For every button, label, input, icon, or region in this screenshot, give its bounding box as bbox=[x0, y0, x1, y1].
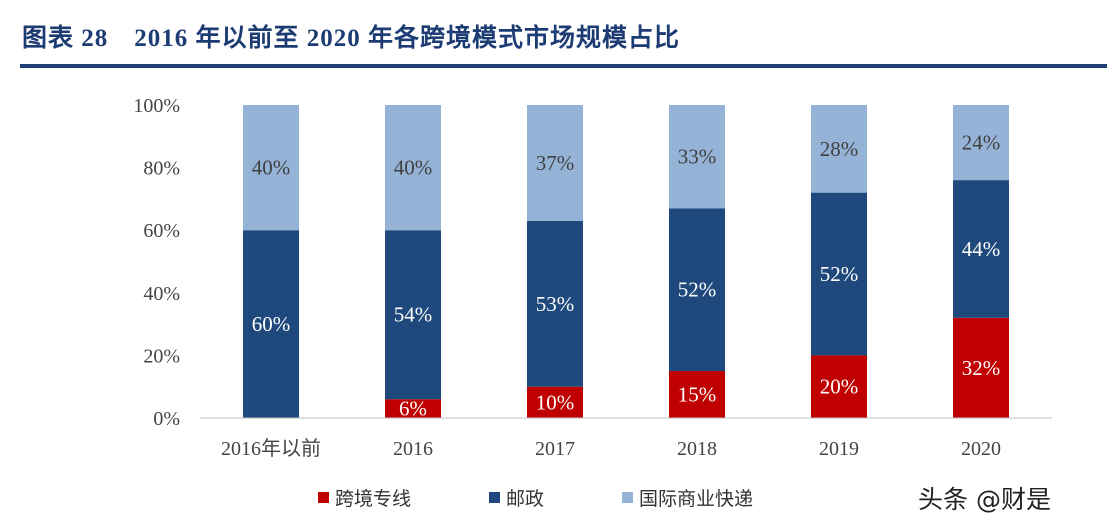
bar-segment bbox=[953, 180, 1009, 318]
y-tick-label: 20% bbox=[143, 345, 180, 367]
data-label: 52% bbox=[820, 262, 859, 286]
data-label: 40% bbox=[252, 156, 291, 180]
bar-segment bbox=[243, 105, 299, 231]
x-tick-label: 2018 bbox=[677, 438, 717, 460]
legend-item: 跨境专线 bbox=[318, 484, 411, 511]
title-rule bbox=[20, 64, 1107, 68]
data-label: 53% bbox=[536, 292, 575, 316]
data-label: 33% bbox=[678, 145, 717, 169]
bar-segment bbox=[953, 105, 1009, 181]
bar-segment bbox=[385, 399, 441, 418]
legend-item: 邮政 bbox=[489, 484, 544, 511]
data-label: 6% bbox=[399, 397, 427, 421]
data-label: 60% bbox=[252, 312, 291, 336]
bar-segment bbox=[953, 317, 1009, 418]
watermark: 头条 @财是 bbox=[918, 485, 1051, 514]
y-tick-label: 40% bbox=[143, 283, 180, 305]
chart-title: 图表 28 2016 年以前至 2020 年各跨境模式市场规模占比 bbox=[22, 25, 681, 52]
bar-segment bbox=[811, 355, 867, 418]
x-tick-label: 2019 bbox=[819, 438, 859, 460]
bar-segment bbox=[385, 105, 441, 231]
bar-segment bbox=[243, 230, 299, 418]
y-tick-label: 80% bbox=[143, 158, 180, 180]
x-tick-label: 2016 bbox=[393, 438, 433, 460]
bar-segment bbox=[811, 192, 867, 356]
bar-segment bbox=[385, 230, 441, 400]
data-label: 37% bbox=[536, 151, 575, 175]
data-label: 15% bbox=[678, 383, 717, 407]
bar-segment bbox=[669, 371, 725, 418]
y-tick-label: 0% bbox=[153, 408, 180, 430]
data-label: 20% bbox=[820, 375, 859, 399]
data-label: 28% bbox=[820, 137, 859, 161]
legend-item: 国际商业快递 bbox=[622, 484, 753, 511]
data-label: 44% bbox=[962, 237, 1001, 261]
legend: 跨境专线 邮政 国际商业快递 bbox=[318, 484, 831, 511]
data-label: 52% bbox=[678, 278, 717, 302]
data-label: 40% bbox=[394, 156, 433, 180]
y-tick-label: 60% bbox=[143, 220, 180, 242]
legend-label: 邮政 bbox=[506, 488, 545, 510]
bar-segment bbox=[669, 208, 725, 372]
bar-segment bbox=[811, 105, 867, 193]
legend-label: 国际商业快递 bbox=[639, 488, 754, 510]
data-label: 32% bbox=[962, 356, 1001, 380]
x-tick-label: 2017 bbox=[535, 438, 575, 460]
x-tick-label: 2020 bbox=[961, 438, 1001, 460]
legend-swatch bbox=[318, 492, 329, 503]
legend-label: 跨境专线 bbox=[335, 488, 412, 510]
data-label: 24% bbox=[962, 131, 1001, 155]
x-tick-label: 2016年以前 bbox=[221, 437, 321, 460]
legend-swatch bbox=[622, 492, 634, 503]
bar-segment bbox=[527, 220, 583, 387]
y-tick-label: 100% bbox=[133, 95, 180, 117]
data-label: 54% bbox=[394, 303, 433, 327]
data-label: 10% bbox=[536, 390, 575, 414]
bar-segment bbox=[669, 105, 725, 209]
bar-segment bbox=[527, 105, 583, 221]
legend-swatch bbox=[489, 492, 501, 503]
bar-segment bbox=[527, 386, 583, 418]
